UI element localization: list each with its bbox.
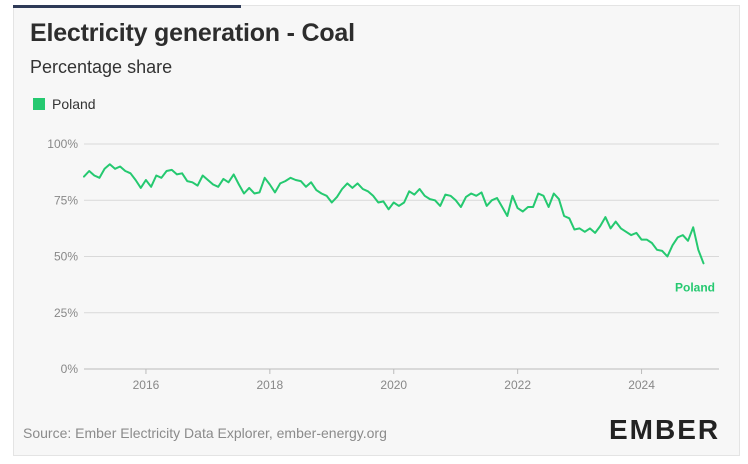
x-tick-label-2016: 2016: [133, 378, 160, 392]
series-end-label-poland: Poland: [675, 280, 715, 294]
chart-title: Electricity generation - Coal: [30, 19, 355, 47]
legend-label-poland: Poland: [52, 96, 96, 112]
x-tick-label-2024: 2024: [628, 378, 655, 392]
source-note[interactable]: Source: Ember Electricity Data Explorer,…: [23, 425, 387, 441]
x-tick-label-2018: 2018: [257, 378, 284, 392]
y-tick-label-0: 0%: [61, 362, 79, 376]
series-line-poland: [83, 163, 705, 265]
accent-bar: [13, 5, 241, 8]
x-tick-label-2020: 2020: [380, 378, 407, 392]
y-tick-label-100: 100%: [47, 137, 78, 151]
ember-logo: EMBER: [609, 414, 721, 445]
chart-card: [13, 5, 740, 456]
y-tick-label-25: 25%: [54, 306, 78, 320]
legend-swatch-poland: [33, 98, 45, 110]
legend[interactable]: Poland: [33, 96, 96, 112]
y-tick-label-75: 75%: [54, 193, 78, 207]
y-tick-label-50: 50%: [54, 250, 78, 264]
x-tick-label-2022: 2022: [504, 378, 531, 392]
chart-subtitle: Percentage share: [30, 57, 173, 77]
